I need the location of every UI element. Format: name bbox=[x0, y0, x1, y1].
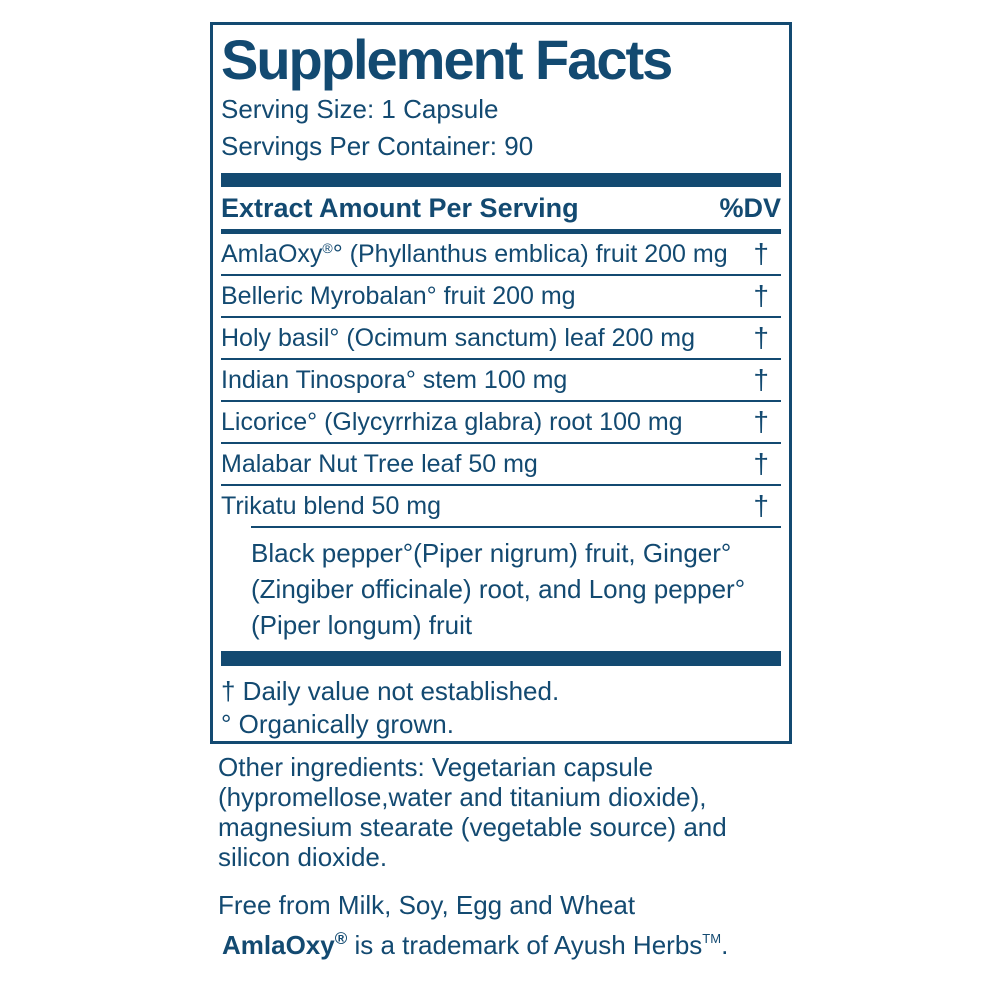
trademark-statement: AmlaOxy® is a trademark of Ayush HerbsTM… bbox=[222, 930, 728, 961]
footnotes: † Daily value not established. ° Organic… bbox=[221, 675, 781, 741]
table-row: Licorice° (Glycyrrhiza glabra) root 100 … bbox=[221, 402, 781, 444]
table-row: AmlaOxy®° (Phyllanthus emblica) fruit 20… bbox=[221, 234, 781, 276]
ingredient-name: Licorice° (Glycyrrhiza glabra) root 100 … bbox=[221, 407, 683, 436]
other-ingredients: Other ingredients: Vegetarian capsule (h… bbox=[218, 752, 727, 872]
daily-value: † bbox=[753, 448, 769, 479]
trademark-text: is a trademark of Ayush Herbs bbox=[347, 930, 703, 960]
serving-size: Serving Size: 1 Capsule bbox=[221, 94, 499, 124]
sub-ingredient-line: (Piper longum) fruit bbox=[251, 610, 473, 640]
thick-divider-bottom bbox=[221, 651, 781, 666]
thick-divider-top bbox=[221, 173, 781, 187]
footnote-daily-value: † Daily value not established. bbox=[221, 676, 560, 706]
panel-title: Supplement Facts bbox=[221, 28, 673, 91]
registered-mark: ® bbox=[334, 929, 348, 948]
trikatu-sub-rule bbox=[251, 526, 781, 528]
servings-per-container: Servings Per Container: 90 bbox=[221, 131, 534, 161]
ingredient-name: Trikatu blend 50 mg bbox=[221, 491, 442, 520]
ingredient-name: AmlaOxy®° (Phyllanthus emblica) fruit 20… bbox=[221, 239, 728, 268]
sub-ingredient-line: (Zingiber officinale) root, and Long pep… bbox=[251, 574, 746, 604]
tm-mark: TM bbox=[702, 931, 722, 946]
sub-ingredient-line: Black pepper°(Piper nigrum) fruit, Ginge… bbox=[251, 538, 732, 568]
table-rows: AmlaOxy®° (Phyllanthus emblica) fruit 20… bbox=[221, 234, 781, 526]
daily-value: † bbox=[753, 238, 769, 269]
other-ingredients-line: magnesium stearate (vegetable source) an… bbox=[218, 812, 727, 842]
allergen-statement: Free from Milk, Soy, Egg and Wheat bbox=[218, 890, 636, 920]
table-header: Extract Amount Per Serving %DV bbox=[221, 187, 781, 229]
header-rule bbox=[221, 229, 781, 234]
ingredient-name: Malabar Nut Tree leaf 50 mg bbox=[221, 449, 538, 478]
daily-value: † bbox=[753, 280, 769, 311]
trademark-brand: AmlaOxy bbox=[222, 930, 335, 960]
other-ingredients-line: silicon dioxide. bbox=[218, 842, 388, 872]
other-ingredients-line: Other ingredients: Vegetarian capsule bbox=[218, 752, 654, 782]
ingredient-name: Holy basil° (Ocimum sanctum) leaf 200 mg bbox=[221, 323, 696, 352]
daily-value: † bbox=[753, 322, 769, 353]
footnote-organic: ° Organically grown. bbox=[221, 709, 454, 739]
trikatu-sub-ingredients: Black pepper°(Piper nigrum) fruit, Ginge… bbox=[251, 535, 781, 643]
other-ingredients-line: (hypromellose,water and titanium dioxide… bbox=[218, 782, 707, 812]
table-row: Malabar Nut Tree leaf 50 mg † bbox=[221, 444, 781, 486]
ingredient-name: Indian Tinospora° stem 100 mg bbox=[221, 365, 568, 394]
table-row: Indian Tinospora° stem 100 mg † bbox=[221, 360, 781, 402]
supplement-facts-panel: Supplement Facts Serving Size: 1 Capsule… bbox=[210, 22, 792, 744]
ingredient-name: Belleric Myrobalan° fruit 200 mg bbox=[221, 281, 576, 310]
table-row: Belleric Myrobalan° fruit 200 mg † bbox=[221, 276, 781, 318]
daily-value: † bbox=[753, 490, 769, 521]
table-row: Trikatu blend 50 mg † bbox=[221, 486, 781, 526]
table-row: Holy basil° (Ocimum sanctum) leaf 200 mg… bbox=[221, 318, 781, 360]
table-header-dv: %DV bbox=[719, 193, 781, 223]
trademark-period: . bbox=[721, 930, 729, 960]
table-header-name: Extract Amount Per Serving bbox=[221, 193, 579, 223]
registered-mark: ® bbox=[322, 239, 333, 256]
daily-value: † bbox=[753, 406, 769, 437]
daily-value: † bbox=[753, 364, 769, 395]
